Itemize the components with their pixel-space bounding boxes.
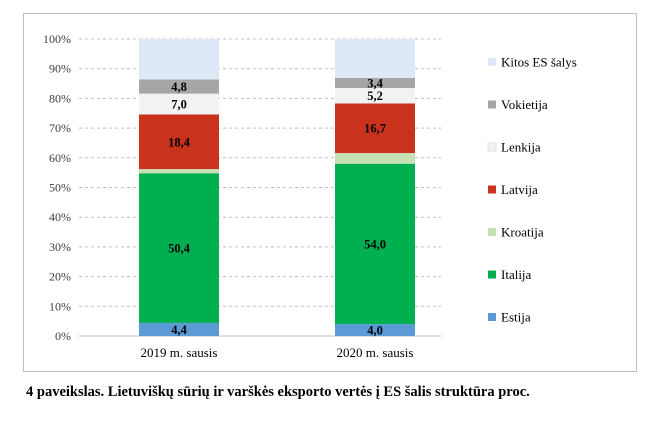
data-label: 18,4 — [168, 135, 191, 149]
bar-segment — [139, 169, 219, 174]
bar-segment — [335, 39, 415, 78]
y-tick-label: 60% — [49, 151, 71, 165]
bar-segment — [335, 77, 415, 89]
bar-segment — [139, 322, 219, 336]
bar-segment — [139, 79, 219, 94]
y-tick-label: 90% — [49, 62, 71, 76]
y-tick-label: 0% — [55, 329, 71, 343]
legend-swatch — [488, 185, 496, 194]
data-label: 54,0 — [364, 237, 386, 251]
legend-label: Italija — [501, 267, 532, 282]
legend-label: Latvija — [501, 182, 538, 197]
legend-label: Vokietija — [501, 97, 548, 112]
bar-segment — [139, 173, 219, 323]
stacked-bar-chart: 0% 10% 20% 30% 40% 50% 60% 70% 80% 90% 100% 4,4 50,4… — [43, 32, 577, 360]
bar-segment — [335, 103, 415, 154]
bar-segment — [139, 114, 219, 170]
data-label: 4,8 — [171, 80, 187, 94]
legend-label: Kroatija — [501, 225, 544, 240]
data-label: 4,0 — [367, 324, 383, 338]
legend-swatch — [487, 142, 497, 152]
legend-label: Estija — [501, 310, 531, 325]
y-tick-label: 50% — [49, 181, 71, 195]
y-tick-label: 70% — [49, 121, 71, 135]
bar-segment — [335, 88, 415, 104]
bar-segment — [335, 163, 415, 325]
legend-label: Kitos ES šalys — [501, 55, 577, 70]
legend-swatch — [488, 228, 496, 236]
y-tick-label: 100% — [43, 32, 71, 46]
legend-swatch — [488, 270, 496, 279]
data-label: 50,4 — [168, 242, 191, 256]
legend-swatch — [488, 58, 496, 66]
figure-caption: 4 paveikslas. Lietuviškų sūrių ir varškė… — [26, 384, 530, 400]
legend-label: Lenkija — [501, 140, 541, 155]
x-category-label: 2019 m. sausis — [141, 345, 218, 360]
bar-segment — [335, 153, 415, 164]
y-tick-label: 30% — [49, 240, 71, 254]
y-tick-label: 40% — [49, 210, 71, 224]
legend-swatch — [488, 313, 496, 321]
bar-segment — [139, 93, 219, 115]
chart-frame: 0% 10% 20% 30% 40% 50% 60% 70% 80% 90% 100% 4,4 50,4… — [23, 13, 637, 372]
data-label: 3,4 — [367, 76, 383, 90]
y-tick-label: 80% — [49, 91, 71, 105]
bar-segment — [139, 39, 219, 80]
x-category-label: 2020 m. sausis — [337, 345, 414, 360]
y-tick-label: 10% — [49, 299, 71, 313]
data-label: 5,2 — [367, 89, 383, 103]
data-label: 16,7 — [364, 122, 386, 136]
legend-swatch — [488, 100, 496, 109]
data-label: 4,4 — [171, 323, 187, 337]
data-label: 7,0 — [171, 98, 187, 112]
y-tick-label: 20% — [49, 270, 71, 284]
bar-segment — [335, 324, 415, 336]
